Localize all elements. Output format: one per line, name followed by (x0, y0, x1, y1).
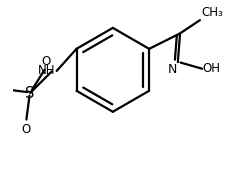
Text: O: O (41, 55, 50, 68)
Text: CH₃: CH₃ (200, 6, 222, 19)
Text: N: N (167, 63, 176, 76)
Text: NH: NH (38, 64, 56, 77)
Text: OH: OH (202, 62, 220, 75)
Text: S: S (25, 86, 35, 100)
Text: O: O (21, 123, 30, 136)
